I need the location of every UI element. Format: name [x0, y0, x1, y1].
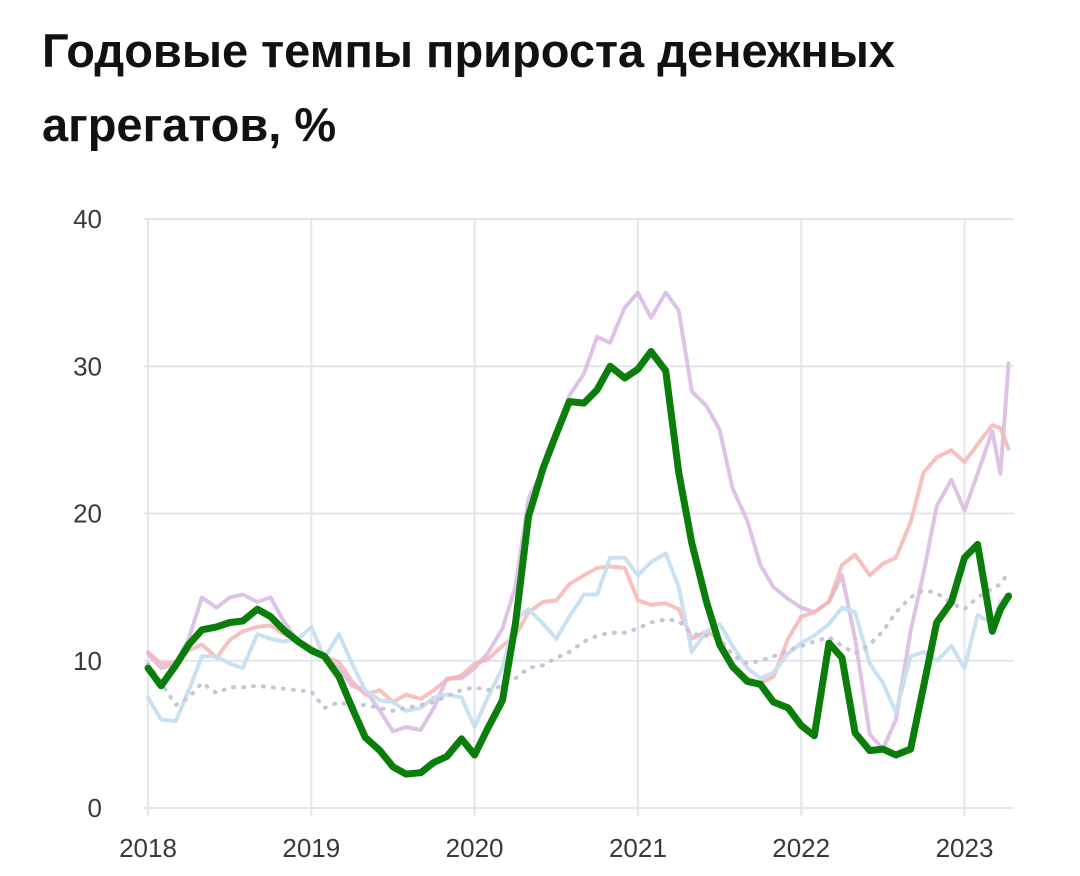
x-tick-label: 2022: [772, 833, 830, 863]
y-tick-label: 20: [73, 499, 102, 529]
series-line-5: [144, 348, 1013, 778]
series-line-4: [146, 570, 1011, 713]
x-axis-ticks: 2018 2019 2020 2021 2022 2023: [119, 833, 993, 863]
x-tick-label: 2023: [936, 833, 994, 863]
series-group: [144, 290, 1013, 778]
y-axis-ticks: 0 10 20 30 40: [73, 204, 102, 823]
x-tick-label: 2019: [282, 833, 340, 863]
chart-title: Годовые темпы прироста денежных агрегато…: [42, 24, 896, 151]
y-tick-label: 0: [88, 793, 102, 823]
x-tick-label: 2018: [119, 833, 177, 863]
x-tick-label: 2020: [446, 833, 504, 863]
x-tick-label: 2021: [609, 833, 667, 863]
grid-lines: [144, 218, 1014, 816]
y-tick-label: 30: [73, 351, 102, 381]
y-tick-label: 10: [73, 646, 102, 676]
y-tick-label: 40: [73, 204, 102, 234]
